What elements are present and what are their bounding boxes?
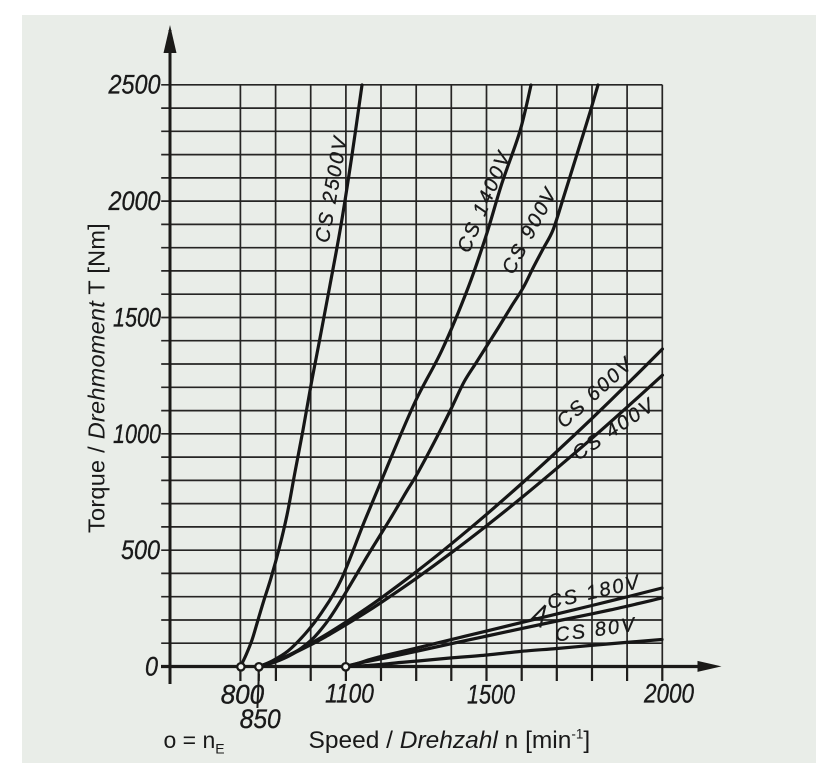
- svg-text:1000: 1000: [113, 419, 161, 449]
- svg-text:500: 500: [121, 535, 160, 565]
- svg-text:850: 850: [240, 704, 281, 734]
- svg-text:2000: 2000: [643, 679, 694, 709]
- svg-text:Torque / Drehmoment T [Nm]: Torque / Drehmoment T [Nm]: [84, 223, 110, 533]
- svg-text:800: 800: [221, 680, 265, 710]
- svg-text:0: 0: [145, 652, 158, 682]
- svg-text:1500: 1500: [113, 302, 161, 332]
- svg-text:2500: 2500: [108, 70, 161, 100]
- svg-text:1500: 1500: [467, 680, 515, 710]
- svg-text:1100: 1100: [325, 679, 374, 709]
- svg-text:2000: 2000: [108, 186, 161, 216]
- svg-text:Speed / Drehzahl n [min-1]: Speed / Drehzahl n [min-1]: [309, 727, 591, 755]
- svg-text:o = nE: o = nE: [164, 727, 225, 757]
